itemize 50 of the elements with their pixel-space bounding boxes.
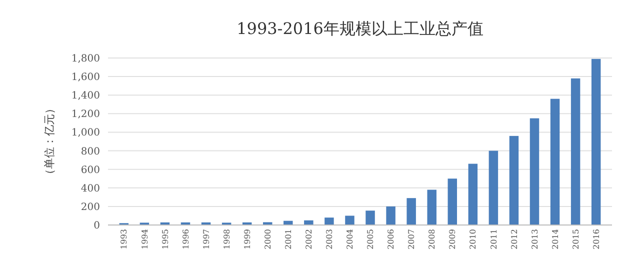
x-tick-label: 2013 bbox=[530, 229, 540, 250]
x-tick-label: 2016 bbox=[592, 229, 601, 250]
y-tick-label: 600 bbox=[80, 164, 100, 176]
y-tick-label: 1,400 bbox=[71, 90, 100, 102]
x-tick-label: 2008 bbox=[428, 229, 437, 250]
bar bbox=[468, 164, 478, 225]
bar bbox=[324, 218, 334, 225]
x-tick-label: 1996 bbox=[181, 229, 190, 250]
bar bbox=[406, 198, 416, 225]
y-tick-label: 1,000 bbox=[71, 128, 100, 139]
chart-title: 1993-2016年规模以上工业总产值 bbox=[236, 19, 484, 38]
bar bbox=[345, 216, 354, 225]
x-tick-label: 2010 bbox=[468, 229, 478, 250]
x-tick-label: 1995 bbox=[160, 229, 170, 250]
x-tick-label: 1998 bbox=[222, 229, 232, 250]
y-tick-label: 0 bbox=[94, 220, 100, 232]
x-tick-label: 2014 bbox=[550, 229, 560, 250]
bar bbox=[366, 210, 375, 225]
x-tick-label: 1999 bbox=[242, 229, 252, 250]
y-tick-label: 400 bbox=[80, 183, 100, 194]
x-tick-label: 2000 bbox=[263, 229, 272, 250]
bar bbox=[488, 150, 498, 225]
x-tick-label: 2015 bbox=[571, 229, 580, 250]
y-tick-label: 1,600 bbox=[71, 72, 100, 84]
bar bbox=[591, 58, 601, 225]
bar bbox=[509, 136, 519, 225]
x-tick-label: 2011 bbox=[489, 229, 498, 250]
y-tick-label: 200 bbox=[80, 202, 100, 213]
y-tick-label: 800 bbox=[80, 146, 100, 158]
x-tick-label: 1997 bbox=[202, 229, 211, 250]
x-tick-label: 2001 bbox=[284, 229, 293, 250]
y-tick-label: 1,800 bbox=[71, 54, 100, 64]
bar bbox=[530, 118, 540, 225]
x-tick-label: 2009 bbox=[448, 229, 458, 250]
bar bbox=[550, 98, 560, 225]
x-tick-label: 2006 bbox=[386, 229, 396, 250]
x-tick-label: 2005 bbox=[366, 229, 376, 250]
bar bbox=[448, 178, 457, 225]
x-tick-label: 2007 bbox=[407, 229, 416, 250]
x-tick-label: 1993 bbox=[120, 229, 129, 250]
bar bbox=[570, 78, 580, 225]
x-tick-label: 2012 bbox=[510, 229, 519, 250]
y-axis-title: （单位：亿元） bbox=[43, 103, 56, 180]
bar bbox=[427, 190, 436, 225]
x-tick-label: 2003 bbox=[325, 229, 334, 250]
x-tick-label: 1994 bbox=[140, 229, 150, 250]
bar bbox=[386, 206, 396, 225]
x-tick-label: 2002 bbox=[304, 229, 314, 250]
x-tick-label: 2004 bbox=[346, 229, 355, 250]
y-tick-label: 1,200 bbox=[71, 109, 100, 120]
